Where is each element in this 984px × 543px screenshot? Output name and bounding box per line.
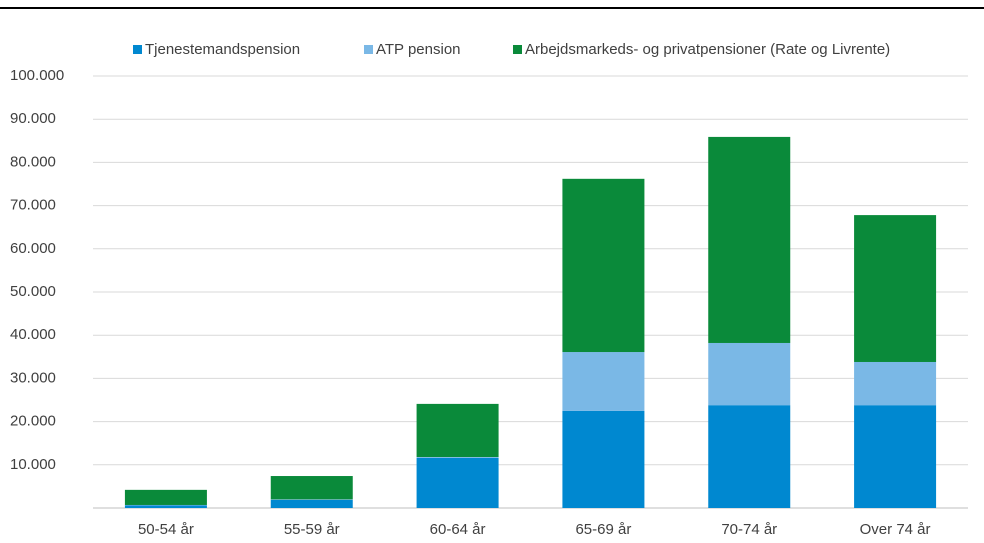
y-tick-label: 80.000	[10, 153, 56, 170]
y-tick-label: 10.000	[10, 456, 56, 473]
legend-swatch	[364, 45, 373, 54]
y-tick-label: 90.000	[10, 110, 56, 127]
y-tick-label: 40.000	[10, 326, 56, 343]
legend-label: Arbejdsmarkeds- og privatpensioner (Rate…	[525, 41, 890, 58]
bar-segment	[854, 215, 937, 362]
legend-swatch	[513, 45, 522, 54]
x-tick-label: 60-64 år	[430, 521, 486, 538]
bar-segment	[416, 457, 499, 508]
x-tick-label: Over 74 år	[860, 521, 931, 538]
x-tick-label: 55-59 år	[284, 521, 340, 538]
x-tick-label: 65-69 år	[575, 521, 631, 538]
bar-segment	[416, 457, 499, 458]
bar-segment	[562, 352, 645, 411]
bar-segment	[270, 499, 353, 508]
bar-segment	[124, 505, 207, 508]
y-tick-label: 100.000	[10, 67, 64, 84]
legend-swatch	[133, 45, 142, 54]
bar-segment	[270, 476, 353, 500]
y-tick-label: 70.000	[10, 197, 56, 214]
x-tick-label: 50-54 år	[138, 521, 194, 538]
bar-segment	[854, 405, 937, 508]
bar-segment	[708, 136, 791, 343]
y-tick-label: 50.000	[10, 283, 56, 300]
bar-segment	[562, 410, 645, 508]
y-tick-label: 60.000	[10, 240, 56, 257]
bar-segment	[854, 361, 937, 406]
legend-label: ATP pension	[376, 41, 461, 58]
x-tick-label: 70-74 år	[721, 521, 777, 538]
bar-segment	[416, 403, 499, 458]
bar-segment	[562, 178, 645, 353]
y-tick-label: 20.000	[10, 413, 56, 430]
bar-segment	[708, 342, 791, 406]
bar-segment	[124, 489, 207, 505]
legend-label: Tjenestemandspension	[145, 41, 300, 58]
bar-segment	[708, 405, 791, 508]
y-tick-label: 30.000	[10, 369, 56, 386]
